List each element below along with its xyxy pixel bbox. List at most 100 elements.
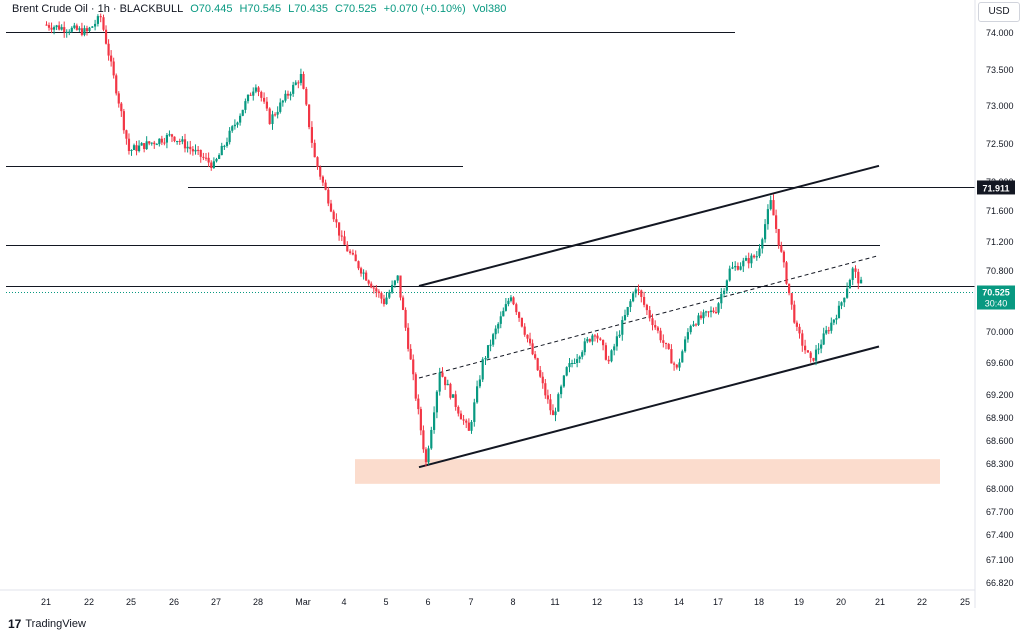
candle-body bbox=[349, 251, 352, 253]
candle-body bbox=[531, 343, 534, 355]
candle-body bbox=[697, 315, 700, 325]
time-tick-label: 25 bbox=[126, 597, 136, 607]
candle-body bbox=[546, 395, 549, 400]
candle-body bbox=[709, 310, 713, 313]
candle-body bbox=[848, 279, 851, 289]
candle-body bbox=[509, 297, 513, 301]
low-value: L70.435 bbox=[288, 3, 328, 15]
candle-body bbox=[583, 341, 586, 353]
candle-body bbox=[435, 391, 438, 413]
candle-body bbox=[731, 267, 734, 269]
candle-body bbox=[777, 228, 780, 246]
candle-body bbox=[104, 29, 108, 44]
candle-body bbox=[820, 344, 823, 349]
candle-body bbox=[632, 293, 635, 302]
time-tick-label: 22 bbox=[917, 597, 927, 607]
candle-body bbox=[276, 111, 279, 115]
candle-body bbox=[160, 138, 163, 143]
candle-body bbox=[539, 370, 542, 377]
candle-body bbox=[404, 309, 407, 328]
tradingview-logo[interactable]: 17 TradingView bbox=[8, 617, 86, 631]
candle-body bbox=[197, 149, 200, 151]
candle-body bbox=[181, 139, 184, 142]
candle-body bbox=[173, 136, 176, 142]
candle-body bbox=[467, 422, 470, 431]
price-tick-label: 69.200 bbox=[986, 390, 1014, 400]
candle-body bbox=[678, 362, 681, 368]
symbol-title[interactable]: Brent Crude Oil · 1h · BLACKBULL bbox=[12, 3, 184, 15]
candle-body bbox=[444, 376, 447, 386]
candle-body bbox=[504, 304, 507, 311]
price-tick-label: 71.600 bbox=[986, 206, 1014, 216]
candle-body bbox=[316, 157, 319, 167]
candle-body bbox=[279, 102, 282, 112]
change-value: +0.070 (+0.10%) bbox=[383, 3, 466, 15]
candle-body bbox=[607, 359, 610, 362]
candle-body bbox=[723, 290, 726, 294]
candle-body bbox=[499, 316, 502, 324]
candle-body bbox=[656, 327, 659, 331]
candle-body bbox=[806, 350, 809, 353]
candle-body bbox=[518, 312, 521, 318]
candle-body bbox=[260, 91, 263, 98]
time-tick-label: 27 bbox=[211, 597, 221, 607]
time-tick-label: Mar bbox=[295, 597, 311, 607]
currency-button[interactable]: USD bbox=[978, 2, 1020, 22]
candle-body bbox=[375, 288, 378, 292]
price-tick-label: 72.500 bbox=[986, 139, 1014, 149]
candle-body bbox=[110, 55, 113, 62]
candle-body bbox=[191, 149, 194, 152]
price-tick-label: 73.000 bbox=[986, 101, 1014, 111]
candle-body bbox=[541, 376, 544, 384]
time-axis: 21 22 25 26 27 28 Mar 4 5 6 7 8 11 12 13 14 17 18 19 20 21 22… bbox=[0, 589, 975, 607]
candle-body bbox=[720, 293, 723, 304]
candle-body bbox=[153, 142, 156, 145]
close-value: C70.525 bbox=[335, 3, 377, 15]
candle-body bbox=[265, 101, 268, 109]
candle-body bbox=[798, 326, 801, 334]
candle-body bbox=[689, 326, 692, 333]
candle-body bbox=[610, 350, 613, 362]
candle-body bbox=[189, 146, 192, 150]
candle-body bbox=[47, 25, 51, 28]
candle-body bbox=[215, 158, 218, 162]
candle-body bbox=[367, 280, 370, 284]
price-tick-label: 70.000 bbox=[986, 327, 1014, 337]
candle-body bbox=[764, 224, 767, 240]
candle-body bbox=[254, 87, 257, 92]
candle-body bbox=[377, 291, 380, 294]
candle-body bbox=[273, 114, 277, 116]
price-tick-label: 71.200 bbox=[986, 237, 1014, 247]
candle-body bbox=[263, 97, 266, 102]
candle-body bbox=[241, 109, 244, 116]
candle-body bbox=[176, 140, 179, 142]
price-tick-label: 73.500 bbox=[986, 65, 1014, 75]
candle-body bbox=[407, 327, 410, 349]
candle-body bbox=[438, 372, 441, 392]
candle-body bbox=[769, 200, 772, 210]
candle-body bbox=[122, 111, 125, 131]
candle-body bbox=[132, 145, 136, 150]
candle-body bbox=[424, 449, 428, 463]
candle-body bbox=[591, 335, 594, 342]
horizontal-levels bbox=[6, 32, 975, 293]
candle-body bbox=[178, 140, 181, 142]
candle-body bbox=[249, 94, 252, 96]
candle-body bbox=[414, 374, 417, 399]
volume-value: Vol380 bbox=[472, 3, 507, 15]
candle-body bbox=[755, 256, 758, 258]
candle-body bbox=[667, 344, 670, 350]
candle-body bbox=[329, 203, 333, 212]
candle-body bbox=[310, 127, 313, 143]
candle-body bbox=[289, 93, 292, 96]
candle-body bbox=[88, 27, 91, 32]
candle-body bbox=[246, 94, 250, 102]
candle-body bbox=[750, 255, 753, 264]
candle-body bbox=[586, 339, 589, 342]
candle-body bbox=[158, 138, 161, 145]
candle-body bbox=[462, 419, 465, 421]
candle-body bbox=[615, 336, 618, 347]
candle-body bbox=[451, 394, 455, 398]
candle-body bbox=[520, 317, 523, 327]
